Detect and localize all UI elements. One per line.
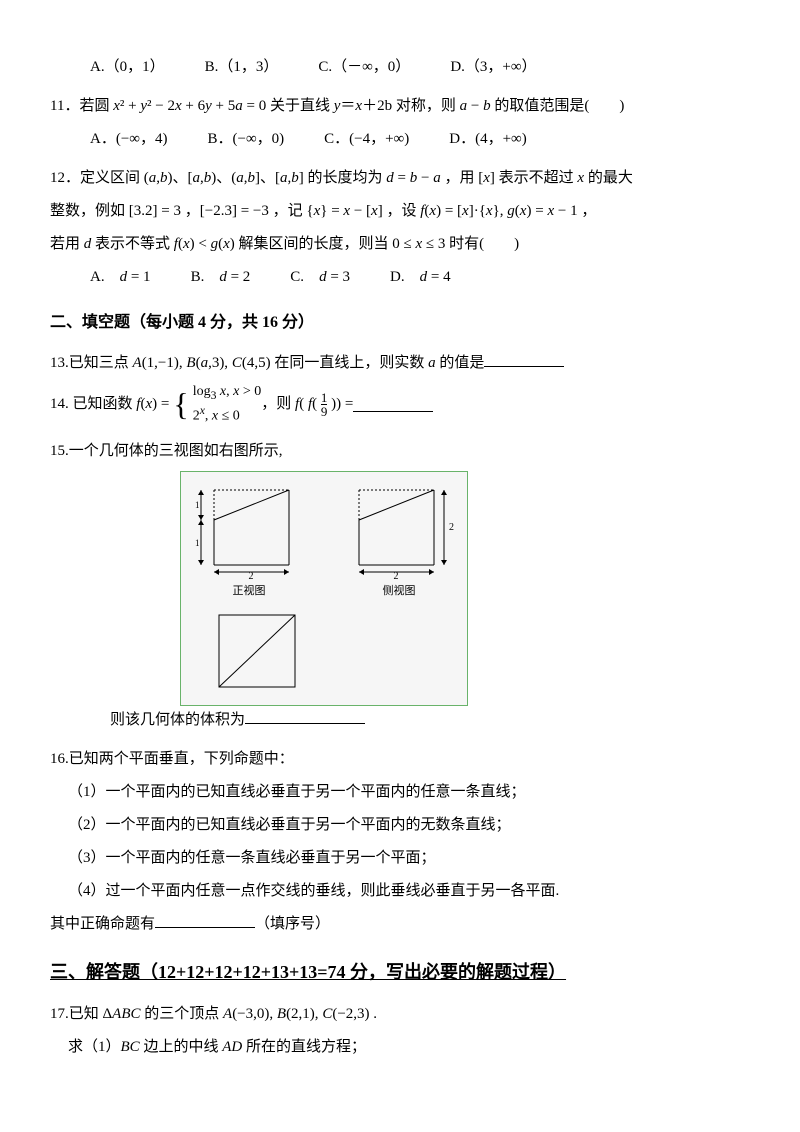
opt-d: D. d = 4 xyxy=(390,264,451,291)
q16-tail-b: （填序号） xyxy=(255,916,330,932)
opt-b: B.（1，3） xyxy=(205,54,279,81)
section-2-heading: 二、填空题（每小题 4 分，共 16 分） xyxy=(50,309,750,338)
q16-p1: （1）一个平面内的已知直线必垂直于另一个平面内的任意一条直线； xyxy=(68,779,750,806)
svg-text:2: 2 xyxy=(394,571,399,580)
caption-front: 正视图 xyxy=(189,582,309,602)
blank-q14 xyxy=(353,396,433,412)
q17-text: 17.已知 ΔABC 的三个顶点 A(−3,0), B(2,1), C(−2,3… xyxy=(50,1001,750,1028)
q12-line1: 12．定义区间 (a,b)、[a,b)、(a,b]、[a,b] 的长度均为 d … xyxy=(50,165,750,192)
svg-text:1: 1 xyxy=(195,500,200,510)
opt-a: A．(−∞，4) xyxy=(90,126,167,153)
option-list: A．(−∞，4) B．(−∞，0) C．(−4，+∞) D．(4，+∞) xyxy=(90,126,750,153)
q13: 13.已知三点 A(1,−1), B(a,3), C(4,5) 在同一直线上，则… xyxy=(50,350,750,377)
q16-p3: （3）一个平面内的任意一条直线必垂直于另一个平面； xyxy=(68,845,750,872)
three-view-figure: 2 1 1 xyxy=(180,471,468,707)
q11-text: 11．若圆 x² + y² − 2x + 6y + 5a = 0 关于直线 y＝… xyxy=(50,93,750,120)
section-3-heading: 三、解答题（12+12+12+12+13+13=74 分，写出必要的解题过程） xyxy=(50,956,750,988)
piece1: log3 x, x > 0 xyxy=(193,383,262,403)
q14: 14. 已知函数 f(x) = { log3 x, x > 0 2x, x ≤ … xyxy=(50,383,750,426)
side-view-icon: 2 2 xyxy=(339,480,459,580)
q16-intro: 16.已知两个平面垂直，下列命题中： xyxy=(50,746,750,773)
opt-c: C. d = 3 xyxy=(290,264,350,291)
q14-prefix: 14. 已知函数 f(x) = xyxy=(50,391,169,418)
q12-line2: 整数，例如 [3.2] = 3 ，[−2.3] = −3 ，记 {x} = x … xyxy=(50,198,750,225)
q16-p4: （4）过一个平面内任意一点作交线的垂线，则此垂线必垂直于另一各平面. xyxy=(68,878,750,905)
opt-b: B．(−∞，0) xyxy=(207,126,284,153)
caption-side: 侧视图 xyxy=(339,582,459,602)
top-view-icon xyxy=(207,607,307,697)
opt-c: C．(−4，+∞) xyxy=(324,126,409,153)
q14-suffix: ，则 f( f( 19 )) = xyxy=(261,391,353,418)
option-list: A. d = 1 B. d = 2 C. d = 3 D. d = 4 xyxy=(90,264,750,291)
opt-a: A. d = 1 xyxy=(90,264,151,291)
front-view-icon: 2 1 1 xyxy=(189,480,309,580)
q16-tail: 其中正确命题有 （填序号） xyxy=(50,911,750,938)
svg-text:2: 2 xyxy=(249,571,254,580)
opt-d: D.（3，+∞） xyxy=(450,54,536,81)
q15: 15.一个几何体的三视图如右图所示, 2 xyxy=(50,438,750,735)
brace-icon: { xyxy=(173,388,188,420)
option-list: A.（0，1） B.（1，3） C.（－∞，0） D.（3，+∞） xyxy=(90,54,750,81)
q17-sub1: 求（1）BC 边上的中线 AD 所在的直线方程； xyxy=(68,1034,750,1061)
blank-q15 xyxy=(245,708,365,724)
q10-options-row: A.（0，1） B.（1，3） C.（－∞，0） D.（3，+∞） xyxy=(50,54,750,81)
q16-tail-a: 其中正确命题有 xyxy=(50,916,155,932)
q16: 16.已知两个平面垂直，下列命题中： （1）一个平面内的已知直线必垂直于另一个平… xyxy=(50,746,750,938)
blank-q13 xyxy=(484,351,564,367)
svg-text:2: 2 xyxy=(449,522,454,533)
opt-a: A.（0，1） xyxy=(90,54,165,81)
q12-line3: 若用 d 表示不等式 f(x) < g(x) 解集区间的长度，则当 0 ≤ x … xyxy=(50,231,750,258)
q15-line2-text: 则该几何体的体积为 xyxy=(110,712,245,728)
q17: 17.已知 ΔABC 的三个顶点 A(−3,0), B(2,1), C(−2,3… xyxy=(50,1001,750,1061)
piece2: 2x, x ≤ 0 xyxy=(193,403,262,426)
svg-text:1: 1 xyxy=(195,538,200,548)
opt-c: C.（－∞，0） xyxy=(318,54,410,81)
page-root: A.（0，1） B.（1，3） C.（－∞，0） D.（3，+∞） 11．若圆 … xyxy=(0,0,800,1103)
q11: 11．若圆 x² + y² − 2x + 6y + 5a = 0 关于直线 y＝… xyxy=(50,93,750,153)
q12: 12．定义区间 (a,b)、[a,b)、(a,b]、[a,b] 的长度均为 d … xyxy=(50,165,750,291)
q16-p2: （2）一个平面内的已知直线必垂直于另一个平面内的无数条直线； xyxy=(68,812,750,839)
blank-q16 xyxy=(155,912,255,928)
q15-line1: 15.一个几何体的三视图如右图所示, xyxy=(50,438,750,465)
q15-line2: 则该几何体的体积为 xyxy=(110,707,750,734)
piecewise: log3 x, x > 0 2x, x ≤ 0 xyxy=(193,383,262,426)
opt-d: D．(4，+∞) xyxy=(449,126,526,153)
opt-b: B. d = 2 xyxy=(191,264,251,291)
